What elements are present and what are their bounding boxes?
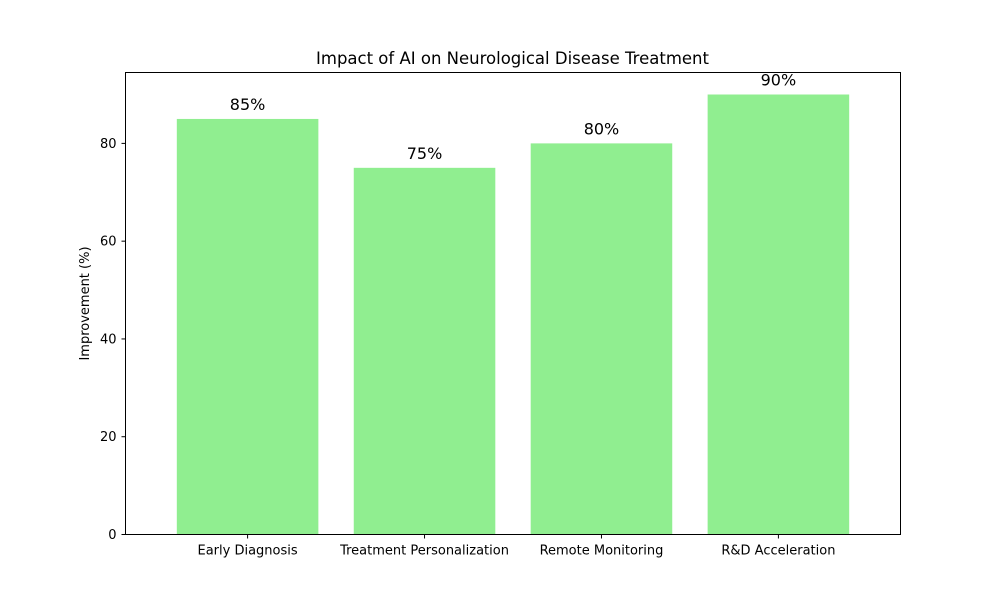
x-tick-label: R&D Acceleration (721, 544, 835, 559)
y-tick-label: 0 (108, 528, 116, 543)
y-axis-label: Improvement (%) (78, 246, 93, 360)
data-label-remote-monitoring: 80% (584, 119, 620, 138)
y-axis-ticks: 0 20 40 60 80 (100, 137, 126, 543)
y-tick-label: 60 (100, 235, 117, 250)
x-axis-ticks: Early Diagnosis Treatment Personalization… (198, 534, 835, 559)
bars-group (176, 94, 850, 535)
y-tick-label: 40 (100, 332, 117, 347)
x-tick-label: Treatment Personalization (339, 544, 509, 559)
data-label-early-diagnosis: 85% (230, 95, 266, 114)
data-labels-group: 85% 75% 80% 90% (230, 71, 796, 163)
y-tick-label: 20 (100, 430, 117, 445)
plot-frame (125, 72, 901, 535)
chart-title: Impact of AI on Neurological Disease Tre… (316, 49, 710, 68)
bar-treatment-personalization (353, 167, 496, 535)
bar-randd-acceleration (707, 94, 850, 535)
y-tick-label: 80 (100, 137, 117, 152)
x-tick-label: Early Diagnosis (198, 544, 298, 559)
bar-early-diagnosis (176, 118, 319, 535)
data-label-randd-acceleration: 90% (761, 71, 797, 90)
x-tick-label: Remote Monitoring (540, 544, 664, 559)
bar-remote-monitoring (530, 143, 673, 535)
data-label-treatment-personalization: 75% (407, 144, 443, 163)
